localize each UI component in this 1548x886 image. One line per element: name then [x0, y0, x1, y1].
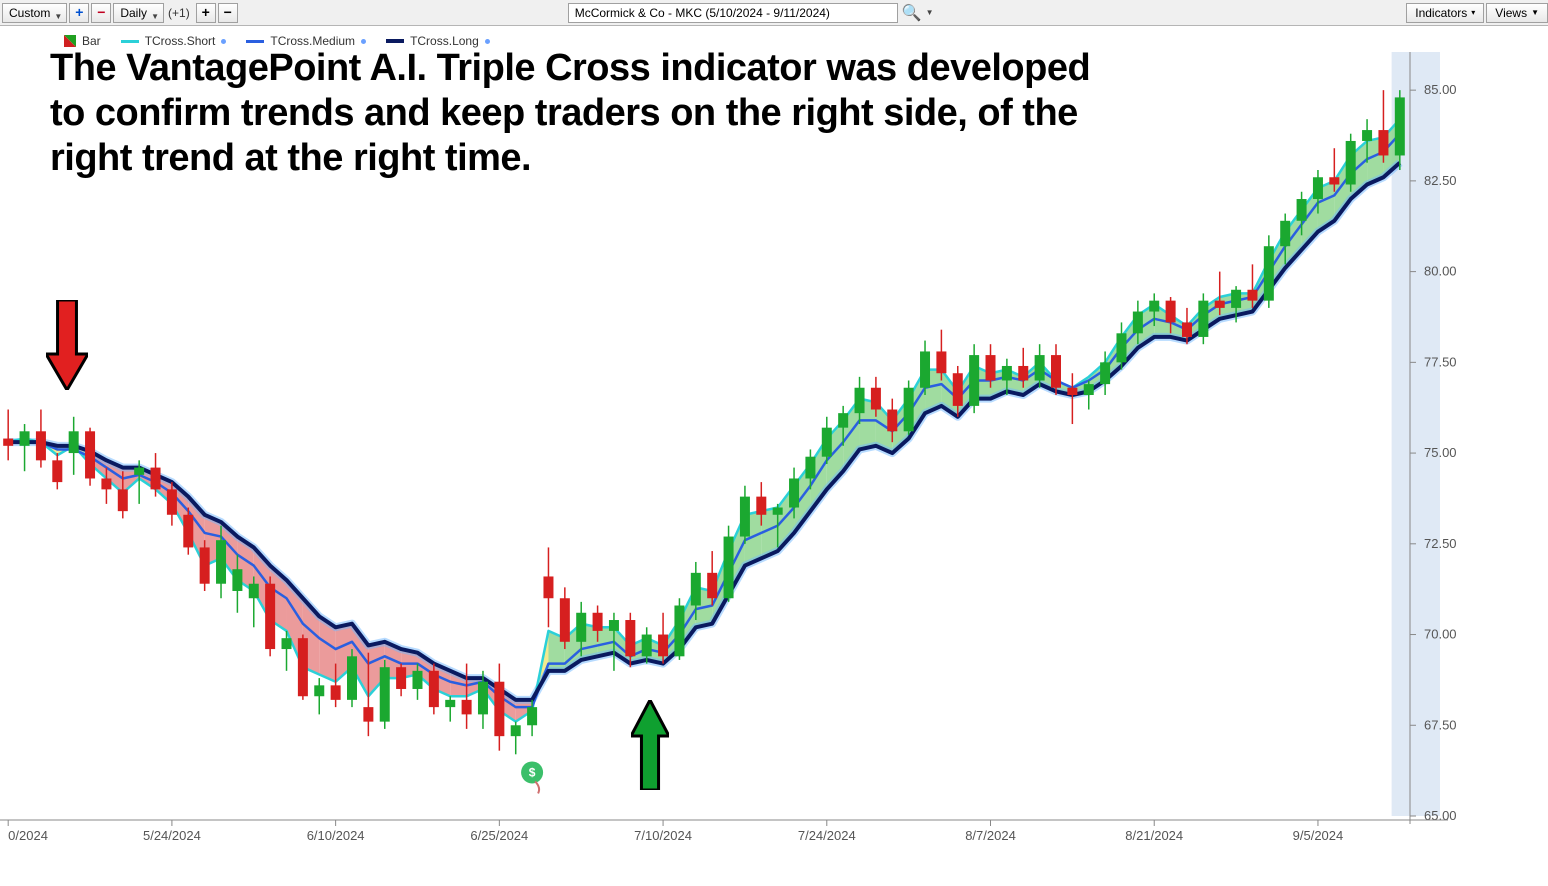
svg-text:6/25/2024: 6/25/2024: [470, 828, 528, 843]
svg-text:7/10/2024: 7/10/2024: [634, 828, 692, 843]
svg-text:72.50: 72.50: [1424, 536, 1457, 551]
green-up-arrow: [631, 700, 669, 790]
toolbar: Custom + − Daily (+1) + − 🔍 ▼ Indicators…: [0, 0, 1548, 26]
indicators-button[interactable]: Indicators▾: [1406, 3, 1484, 23]
indicators-label: Indicators: [1415, 4, 1467, 22]
search-icon[interactable]: 🔍: [902, 3, 922, 23]
svg-text:8/21/2024: 8/21/2024: [1125, 828, 1183, 843]
chevron-down-icon: ▾: [1471, 4, 1475, 22]
interval-select[interactable]: Daily: [113, 3, 164, 23]
svg-text:67.50: 67.50: [1424, 717, 1457, 732]
svg-text:0/2024: 0/2024: [8, 828, 48, 843]
custom-minus-button[interactable]: −: [91, 3, 111, 23]
svg-text:5/24/2024: 5/24/2024: [143, 828, 201, 843]
svg-text:85.00: 85.00: [1424, 82, 1457, 97]
views-button[interactable]: Views▼: [1486, 3, 1548, 23]
svg-text:70.00: 70.00: [1424, 627, 1457, 642]
red-down-arrow: [46, 300, 88, 390]
offset-minus-button[interactable]: −: [218, 3, 238, 23]
svg-text:7/24/2024: 7/24/2024: [798, 828, 856, 843]
offset-label: (+1): [168, 6, 190, 20]
svg-text:82.50: 82.50: [1424, 173, 1457, 188]
svg-text:77.50: 77.50: [1424, 354, 1457, 369]
custom-plus-button[interactable]: +: [69, 3, 89, 23]
chevron-down-icon: ▼: [1531, 4, 1539, 22]
custom-select[interactable]: Custom: [2, 3, 67, 23]
symbol-input[interactable]: [568, 3, 898, 23]
svg-text:6/10/2024: 6/10/2024: [307, 828, 365, 843]
svg-text:8/7/2024: 8/7/2024: [965, 828, 1016, 843]
offset-plus-button[interactable]: +: [196, 3, 216, 23]
svg-text:80.00: 80.00: [1424, 264, 1457, 279]
overlay-caption: The VantagePoint A.I. Triple Cross indic…: [50, 46, 1120, 180]
views-label: Views: [1495, 4, 1527, 22]
svg-text:$: $: [529, 765, 536, 779]
search-dropdown-icon[interactable]: ▼: [926, 8, 934, 17]
svg-text:65.00: 65.00: [1424, 808, 1457, 823]
svg-text:9/5/2024: 9/5/2024: [1293, 828, 1344, 843]
svg-text:75.00: 75.00: [1424, 445, 1457, 460]
